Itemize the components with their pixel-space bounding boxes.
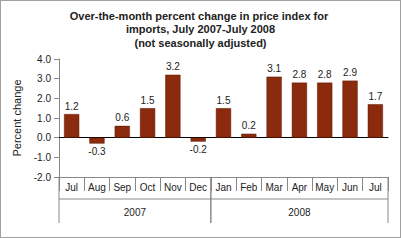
svg-text:Over-the-month percent change: Over-the-month percent change in price i… (70, 10, 332, 22)
svg-text:Jul: Jul (65, 182, 78, 193)
svg-text:Feb: Feb (240, 182, 258, 193)
svg-text:3.2: 3.2 (166, 61, 180, 72)
svg-text:2.0: 2.0 (37, 93, 51, 104)
svg-text:May: May (315, 182, 334, 193)
svg-text:4.0: 4.0 (37, 54, 51, 65)
svg-text:1.0: 1.0 (37, 113, 51, 124)
svg-text:0.0: 0.0 (37, 132, 51, 143)
svg-text:Oct: Oct (140, 182, 156, 193)
svg-text:0.2: 0.2 (242, 120, 256, 131)
svg-text:Jul: Jul (369, 182, 382, 193)
svg-text:-0.3: -0.3 (88, 146, 106, 157)
svg-text:(not seasonally adjusted): (not seasonally adjusted) (134, 37, 266, 49)
svg-text:imports, July 2007-July 2008: imports, July 2007-July 2008 (126, 23, 275, 35)
svg-text:2008: 2008 (288, 207, 311, 218)
svg-text:Dec: Dec (189, 182, 207, 193)
svg-text:Mar: Mar (265, 182, 283, 193)
svg-text:-2.0: -2.0 (34, 172, 52, 183)
svg-text:Sep: Sep (113, 182, 131, 193)
svg-text:Jun: Jun (342, 182, 358, 193)
svg-text:Nov: Nov (164, 182, 182, 193)
svg-text:1.7: 1.7 (368, 91, 382, 102)
svg-text:2.8: 2.8 (318, 69, 332, 80)
svg-text:-1.0: -1.0 (34, 152, 52, 163)
svg-text:Jan: Jan (215, 182, 231, 193)
svg-text:Percent change: Percent change (11, 79, 23, 156)
svg-text:3.0: 3.0 (37, 73, 51, 84)
svg-text:1.5: 1.5 (217, 95, 231, 106)
svg-text:3.1: 3.1 (267, 63, 281, 74)
svg-text:0.6: 0.6 (115, 112, 129, 123)
svg-text:2007: 2007 (124, 207, 147, 218)
svg-text:-0.2: -0.2 (190, 144, 208, 155)
svg-text:1.5: 1.5 (141, 95, 155, 106)
svg-text:2.9: 2.9 (343, 67, 357, 78)
svg-text:Apr: Apr (292, 182, 308, 193)
svg-text:Aug: Aug (88, 182, 106, 193)
svg-text:2.8: 2.8 (292, 69, 306, 80)
svg-text:1.2: 1.2 (65, 101, 79, 112)
